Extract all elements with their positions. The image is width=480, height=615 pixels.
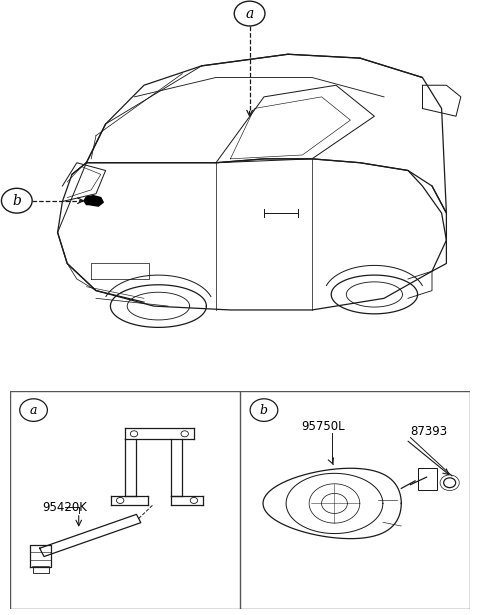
- Circle shape: [181, 430, 188, 437]
- Circle shape: [250, 399, 278, 421]
- Text: a: a: [30, 403, 37, 416]
- Circle shape: [1, 188, 32, 213]
- Text: b: b: [260, 403, 268, 416]
- Text: 87393: 87393: [410, 426, 447, 438]
- Circle shape: [234, 1, 265, 26]
- Bar: [33, 568, 49, 573]
- Circle shape: [131, 430, 138, 437]
- Text: 95750L: 95750L: [301, 420, 345, 433]
- Circle shape: [190, 498, 198, 504]
- Polygon shape: [84, 196, 103, 206]
- Circle shape: [444, 478, 456, 488]
- Text: b: b: [12, 194, 21, 208]
- Circle shape: [117, 498, 124, 504]
- FancyBboxPatch shape: [419, 469, 437, 490]
- Circle shape: [20, 399, 48, 421]
- Text: a: a: [245, 7, 254, 20]
- Text: 95420K: 95420K: [42, 501, 87, 514]
